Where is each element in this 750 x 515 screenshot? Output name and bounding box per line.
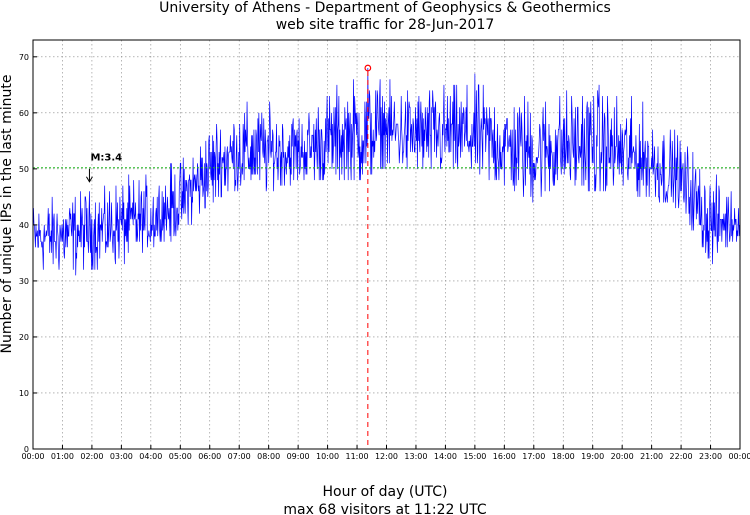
data-layer: M:3.4: [32, 64, 740, 449]
x-tick-label: 05:00: [169, 452, 192, 461]
x-tick-label: 16:00: [493, 452, 516, 461]
x-tick-label: 12:00: [375, 452, 398, 461]
y-tick-label: 20: [19, 333, 29, 342]
x-tick-label: 23:00: [699, 452, 722, 461]
x-tick-label: 08:00: [257, 452, 280, 461]
y-tick-label: 60: [19, 109, 29, 118]
chart-title-line2: web site traffic for 28-Jun-2017: [276, 17, 495, 33]
x-tick-label: 01:00: [51, 452, 74, 461]
x-axis-label: Hour of day (UTC): [323, 484, 448, 500]
x-tick-label: 02:00: [80, 452, 103, 461]
reference-label: M:3.4: [90, 153, 122, 164]
chart-footer: max 68 visitors at 11:22 UTC: [283, 502, 486, 515]
axis-ticks: 0 10 20 30 40 50 60 70 00:00 01:00 02:00 03:00 04:00…: [19, 53, 750, 461]
chart-title-line1: University of Athens - Department of Geo…: [159, 0, 611, 16]
x-tick-label: 17:00: [522, 452, 545, 461]
x-tick-label: 18:00: [552, 452, 575, 461]
x-tick-label: 00:00: [728, 452, 750, 461]
y-axis-label: Number of unique IPs in the last minute: [0, 75, 15, 354]
y-tick-label: 50: [19, 165, 29, 174]
x-tick-label: 09:00: [287, 452, 310, 461]
x-tick-label: 03:00: [110, 452, 133, 461]
x-tick-label: 15:00: [463, 452, 486, 461]
x-tick-label: 00:00: [21, 452, 44, 461]
y-tick-label: 40: [19, 221, 29, 230]
x-tick-label: 06:00: [198, 452, 221, 461]
y-tick-label: 70: [19, 53, 29, 62]
y-tick-label: 30: [19, 277, 29, 286]
y-tick-label: 10: [19, 389, 29, 398]
reference-arrow-head: [86, 176, 93, 183]
max-marker-point: [364, 64, 372, 72]
x-tick-label: 11:00: [346, 452, 369, 461]
x-tick-label: 14:00: [434, 452, 457, 461]
x-tick-label: 19:00: [581, 452, 604, 461]
x-tick-label: 04:00: [139, 452, 162, 461]
x-tick-label: 10:00: [316, 452, 339, 461]
x-tick-label: 07:00: [228, 452, 251, 461]
x-tick-label: 20:00: [611, 452, 634, 461]
series-line: [32, 68, 740, 276]
grid-lines: [32, 40, 741, 450]
x-tick-label: 13:00: [404, 452, 427, 461]
x-tick-label: 22:00: [670, 452, 693, 461]
y-tick-label: 0: [24, 445, 29, 454]
x-tick-label: 21:00: [640, 452, 663, 461]
